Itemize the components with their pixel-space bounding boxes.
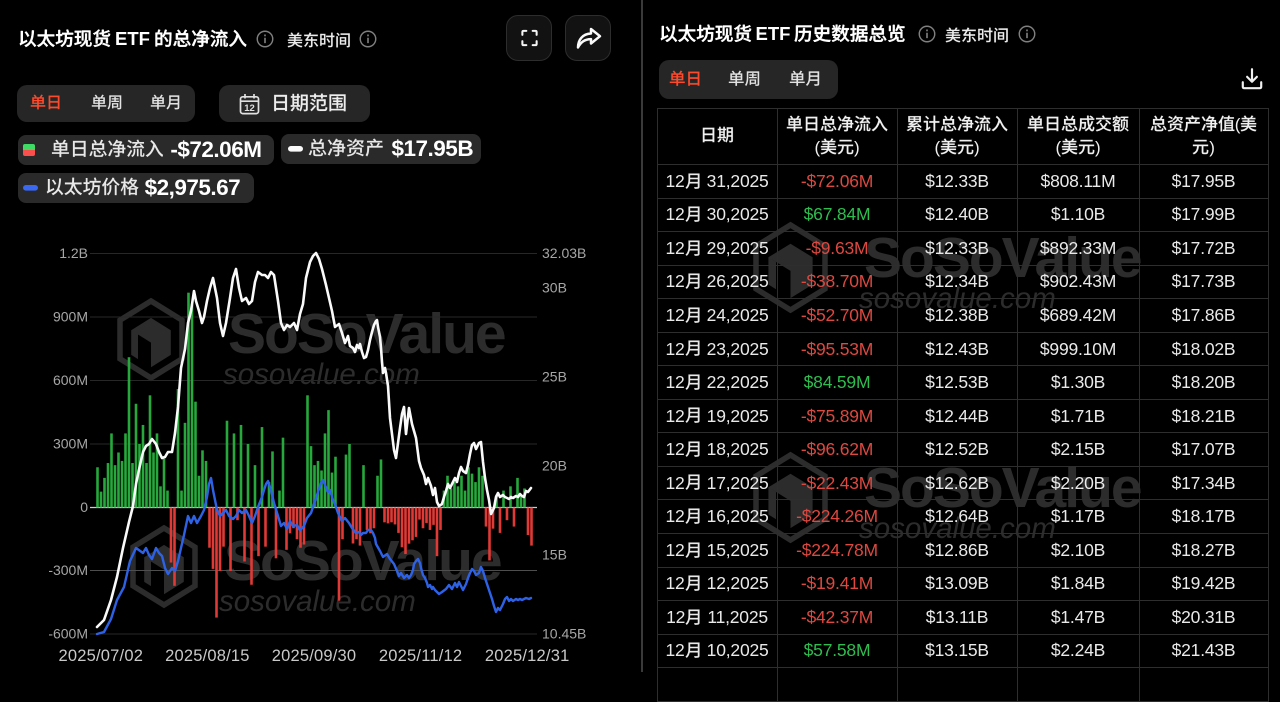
svg-text:0: 0 (80, 499, 88, 515)
svg-text:30B: 30B (542, 280, 567, 296)
svg-text:300M: 300M (53, 436, 88, 452)
svg-text:SoSoValue: SoSoValue (224, 529, 501, 593)
svg-text:2025/07/02: 2025/07/02 (59, 647, 144, 665)
svg-text:sosovalue.com: sosovalue.com (223, 358, 420, 391)
svg-text:-300M: -300M (48, 562, 88, 578)
svg-text:1.2B: 1.2B (59, 245, 88, 261)
svg-text:2025/09/30: 2025/09/30 (272, 647, 357, 665)
svg-text:2025/12/31: 2025/12/31 (485, 647, 570, 665)
svg-text:15B: 15B (542, 547, 567, 563)
svg-text:sosovalue.com: sosovalue.com (219, 585, 416, 618)
svg-text:10.45B: 10.45B (542, 626, 586, 642)
svg-text:2025/08/15: 2025/08/15 (165, 647, 250, 665)
svg-text:2025/11/12: 2025/11/12 (379, 647, 462, 665)
svg-text:20B: 20B (542, 458, 567, 474)
svg-text:600M: 600M (53, 372, 88, 388)
svg-text:-600M: -600M (48, 626, 88, 642)
svg-text:32.03B: 32.03B (542, 245, 586, 261)
svg-text:12: 12 (244, 103, 255, 114)
svg-text:900M: 900M (53, 309, 88, 325)
svg-text:25B: 25B (542, 369, 567, 385)
